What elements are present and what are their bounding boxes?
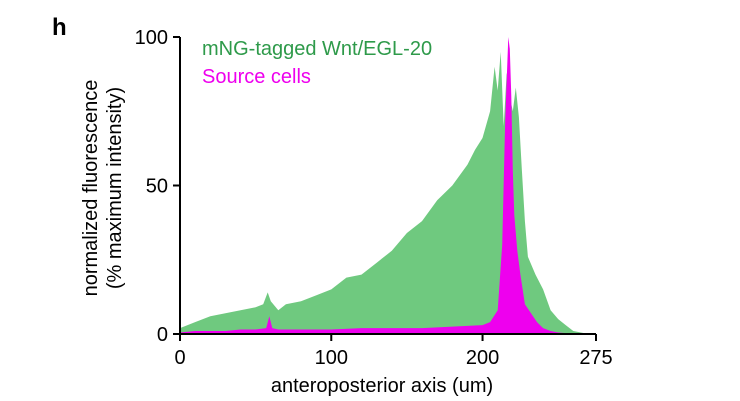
legend: mNG-tagged Wnt/EGL-20 Source cells	[202, 38, 432, 88]
panel-label: h	[52, 14, 67, 41]
y-axis-label-line1: normalized fluorescence	[80, 80, 102, 297]
area-series-1	[180, 51, 596, 335]
y-tick-label: 100	[135, 27, 168, 49]
x-tick-label: 0	[174, 347, 185, 369]
y-axis-label-line2: (% maximum intensity)	[104, 87, 126, 289]
area-series-group	[180, 37, 596, 335]
area-series-2	[180, 37, 596, 334]
legend-item-2: Source cells	[202, 66, 311, 88]
y-tick-label: 0	[157, 324, 168, 346]
x-tick-label: 275	[579, 347, 612, 369]
x-axis-label: anteroposterior axis (um)	[271, 375, 493, 397]
x-tick-label: 200	[466, 347, 499, 369]
legend-item-1: mNG-tagged Wnt/EGL-20	[202, 38, 432, 60]
y-tick-label: 50	[146, 176, 168, 198]
ticks-group: 0 100 200 275 0 50 100	[135, 27, 613, 369]
x-tick-label: 100	[315, 347, 348, 369]
